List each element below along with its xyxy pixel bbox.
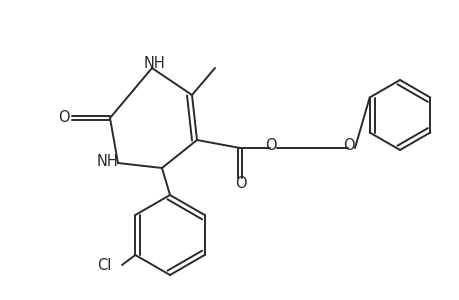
Text: NH: NH xyxy=(144,56,166,70)
Text: O: O xyxy=(235,176,246,190)
Text: O: O xyxy=(58,110,70,124)
Text: NH: NH xyxy=(97,154,118,169)
Text: O: O xyxy=(264,137,276,152)
Text: Cl: Cl xyxy=(97,257,112,272)
Text: O: O xyxy=(342,137,354,152)
